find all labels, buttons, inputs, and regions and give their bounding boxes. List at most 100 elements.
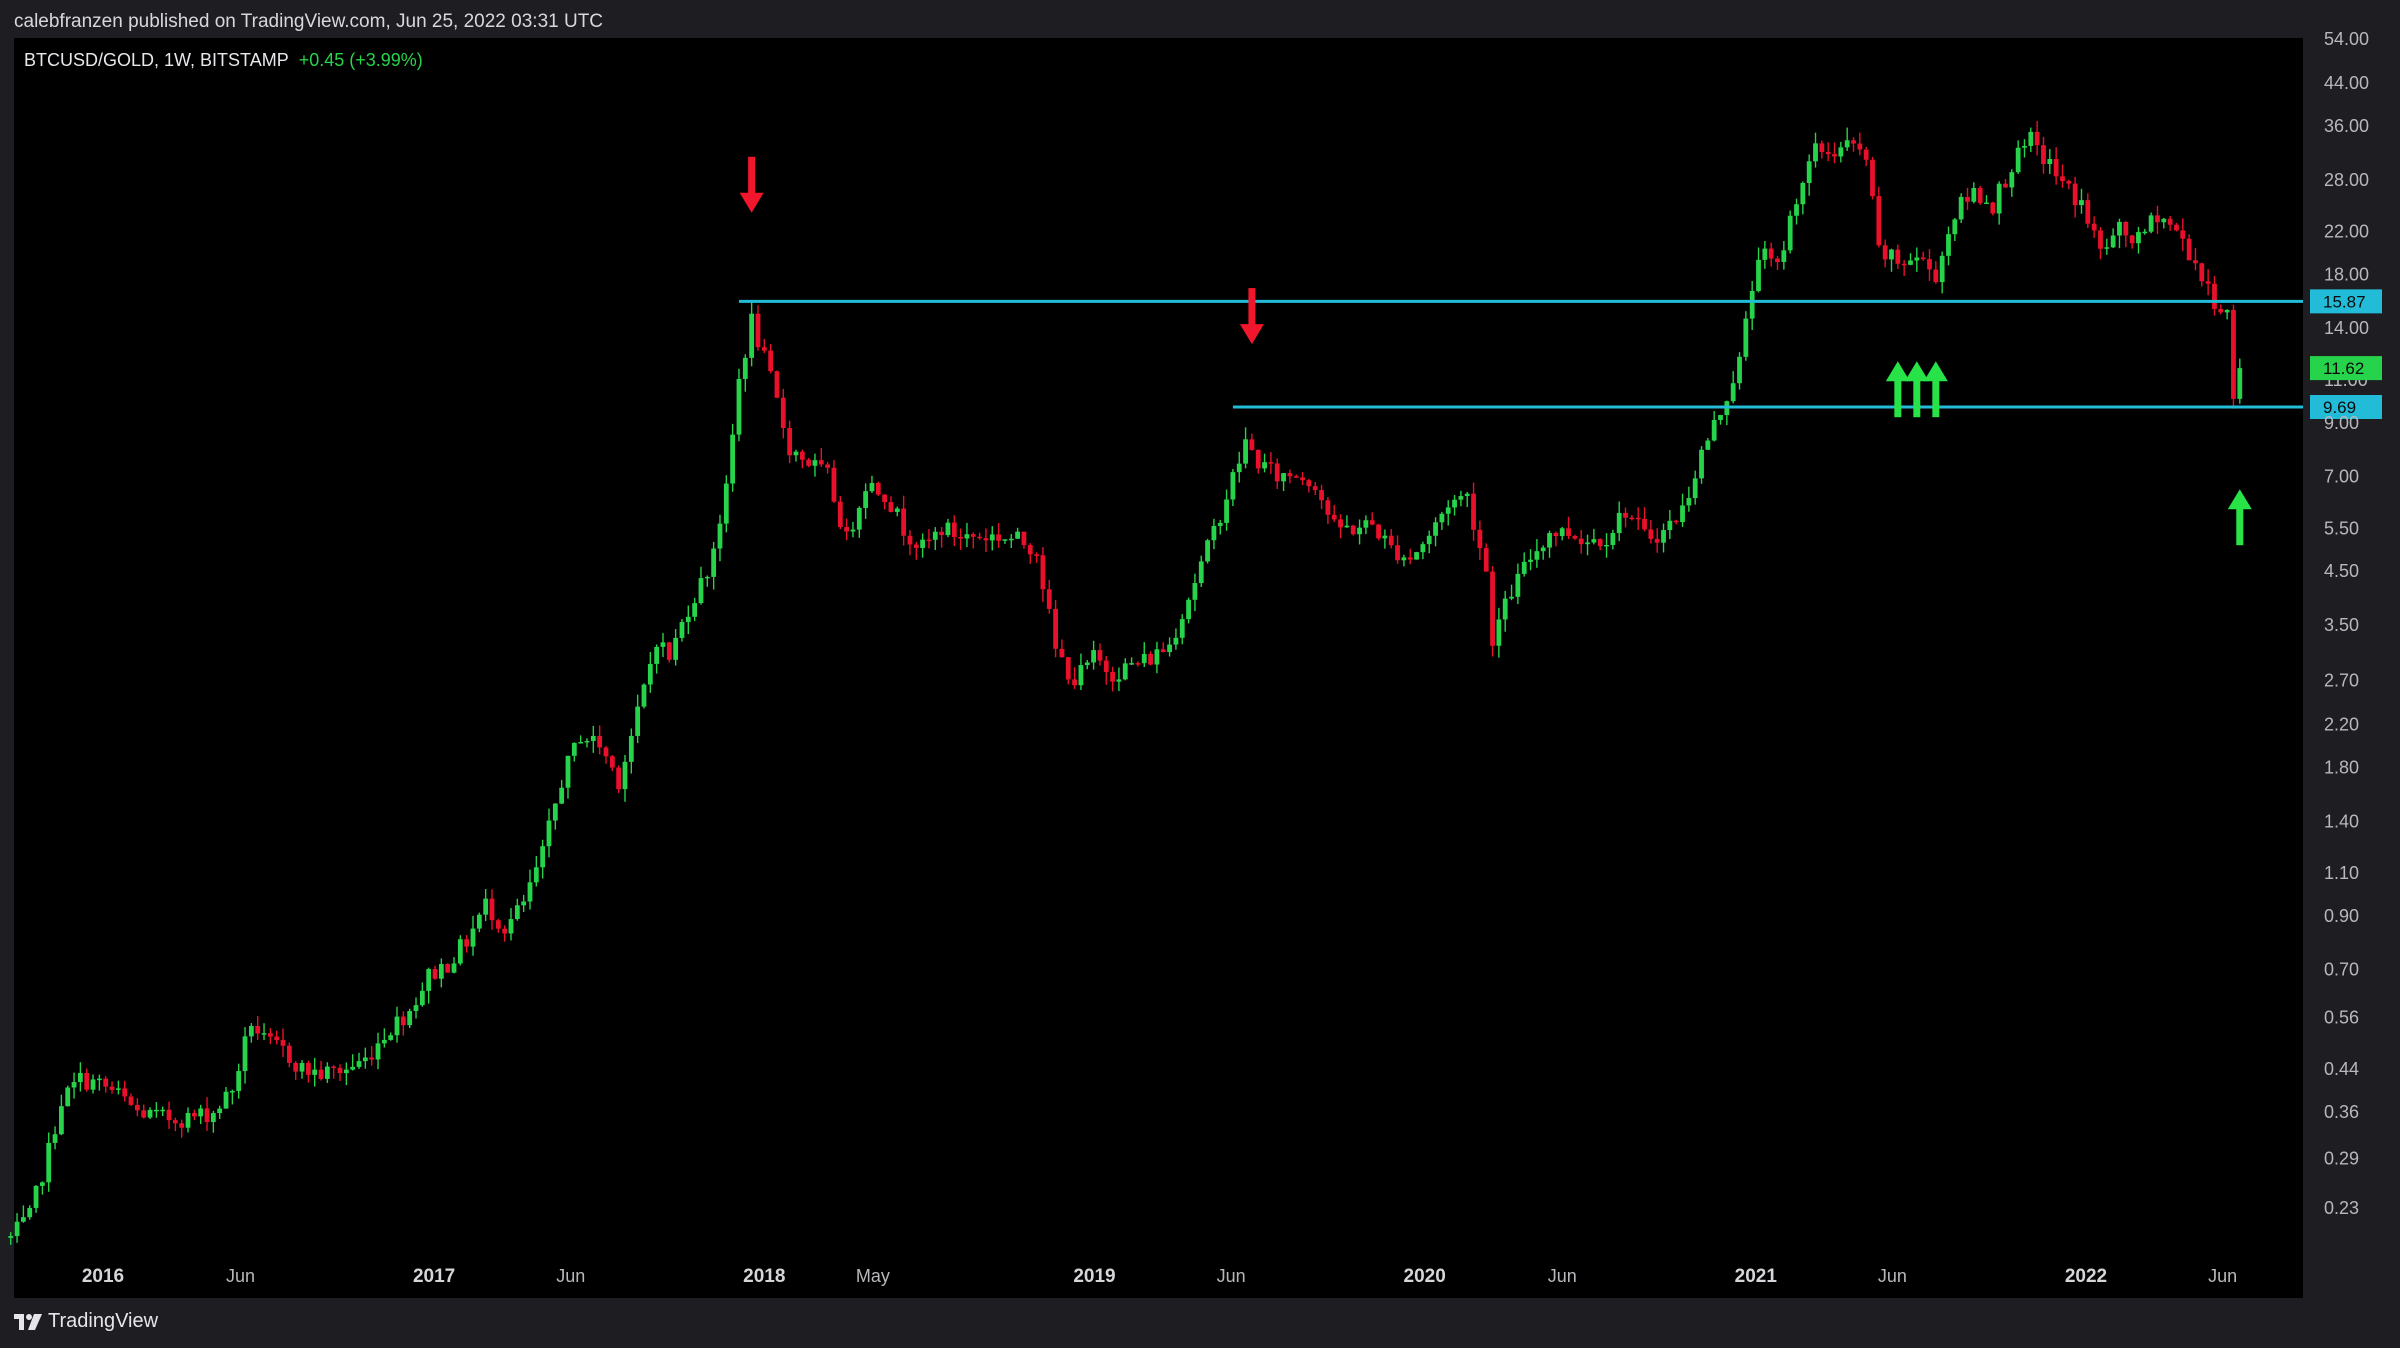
candle	[1414, 551, 1419, 560]
tradingview-brand: TradingView	[48, 1310, 159, 1332]
candle	[1971, 182, 1977, 204]
x-tick-label: 2020	[1404, 1266, 1446, 1287]
candle	[1572, 534, 1578, 540]
candle	[1445, 500, 1451, 526]
candle	[1078, 653, 1084, 690]
candle	[1477, 520, 1483, 560]
candle	[1680, 493, 1685, 527]
x-tick-label: Jun	[226, 1266, 255, 1286]
y-tick-label: 22.00	[2324, 221, 2369, 241]
candle	[8, 1232, 14, 1245]
candle	[1179, 614, 1185, 645]
candle	[242, 1027, 248, 1084]
candle	[58, 1094, 64, 1136]
candle	[1686, 486, 1692, 512]
candle	[1857, 132, 1863, 156]
candle	[2053, 147, 2059, 185]
level-price-label: 9.69	[2323, 398, 2356, 417]
candle	[432, 965, 438, 980]
candle	[369, 1045, 375, 1066]
candle	[723, 475, 729, 533]
candle	[1534, 539, 1540, 568]
candle	[2148, 212, 2154, 234]
candle	[869, 475, 875, 493]
candle	[774, 370, 780, 399]
candle	[1433, 517, 1438, 547]
candle	[850, 521, 856, 538]
candle	[1673, 519, 1679, 525]
candle	[236, 1063, 242, 1099]
y-tick-label: 18.00	[2324, 264, 2369, 284]
candle	[1654, 528, 1660, 553]
candle	[1876, 186, 1882, 248]
candle	[964, 522, 970, 548]
level-price-badge	[2310, 394, 2382, 419]
candle	[122, 1080, 128, 1102]
candle	[1395, 535, 1400, 564]
candle	[46, 1132, 52, 1192]
candle	[1097, 643, 1103, 666]
candle	[1851, 137, 1856, 152]
candle	[413, 997, 419, 1019]
candle	[185, 1107, 191, 1133]
candle	[1407, 548, 1413, 565]
candle	[1141, 642, 1147, 668]
candle	[1350, 524, 1356, 536]
candle	[1382, 529, 1388, 549]
y-tick-label: 44.00	[2324, 73, 2369, 93]
candle	[1832, 142, 1837, 164]
candle	[1610, 529, 1616, 550]
candle	[571, 742, 577, 762]
candle	[1040, 547, 1046, 602]
candle	[2174, 223, 2179, 232]
candle	[2098, 227, 2103, 260]
candle	[1167, 637, 1172, 657]
candlestick-chart[interactable]: 15.87 9.69 0.23 0.29 0.36 0.44 0.56 0.70 0.90 1.…	[0, 0, 2400, 1298]
candle	[331, 1065, 337, 1079]
candle	[20, 1205, 26, 1223]
candle	[1762, 240, 1768, 269]
candle	[768, 343, 774, 374]
candle	[818, 448, 824, 467]
candle	[717, 514, 723, 562]
y-tick-label: 7.00	[2324, 467, 2359, 487]
candle	[141, 1104, 147, 1119]
candle	[1547, 530, 1552, 558]
candle	[318, 1060, 324, 1081]
candle	[1946, 226, 1951, 266]
y-tick-label: 0.90	[2324, 906, 2359, 926]
candle	[179, 1119, 185, 1138]
x-tick-label: Jun	[556, 1266, 585, 1286]
candle	[1274, 458, 1280, 490]
candle	[546, 808, 552, 858]
chart-legend: BTCUSD/GOLD, 1W, BITSTAMP +0.45 (+3.99%)	[24, 50, 423, 70]
candle	[882, 494, 888, 510]
candle	[1711, 411, 1717, 442]
candle	[609, 755, 615, 772]
candle	[1015, 527, 1021, 540]
change-label: +0.45 (+3.99%)	[299, 50, 423, 70]
tradingview-logo[interactable]: TradingView	[14, 1310, 158, 1333]
candle	[666, 641, 672, 663]
level-price-badge	[2310, 289, 2382, 314]
candle	[261, 1023, 267, 1041]
candle	[1977, 185, 1983, 205]
candle	[825, 462, 831, 474]
candle	[1749, 281, 1755, 331]
candle	[521, 894, 527, 913]
candle	[1781, 241, 1787, 270]
candle	[343, 1062, 349, 1086]
candle	[1312, 482, 1318, 496]
candle	[856, 506, 862, 538]
candle	[2028, 127, 2034, 153]
candle	[584, 738, 590, 748]
last-price-label: 11.62	[2323, 359, 2364, 378]
candle	[1616, 501, 1622, 542]
candle	[1901, 260, 1907, 276]
candle	[2123, 221, 2129, 248]
candle	[90, 1074, 96, 1094]
candle	[1002, 539, 1008, 544]
publisher-line: calebfranzen published on TradingView.co…	[14, 11, 604, 32]
candle	[711, 541, 717, 590]
candle	[267, 1028, 273, 1045]
